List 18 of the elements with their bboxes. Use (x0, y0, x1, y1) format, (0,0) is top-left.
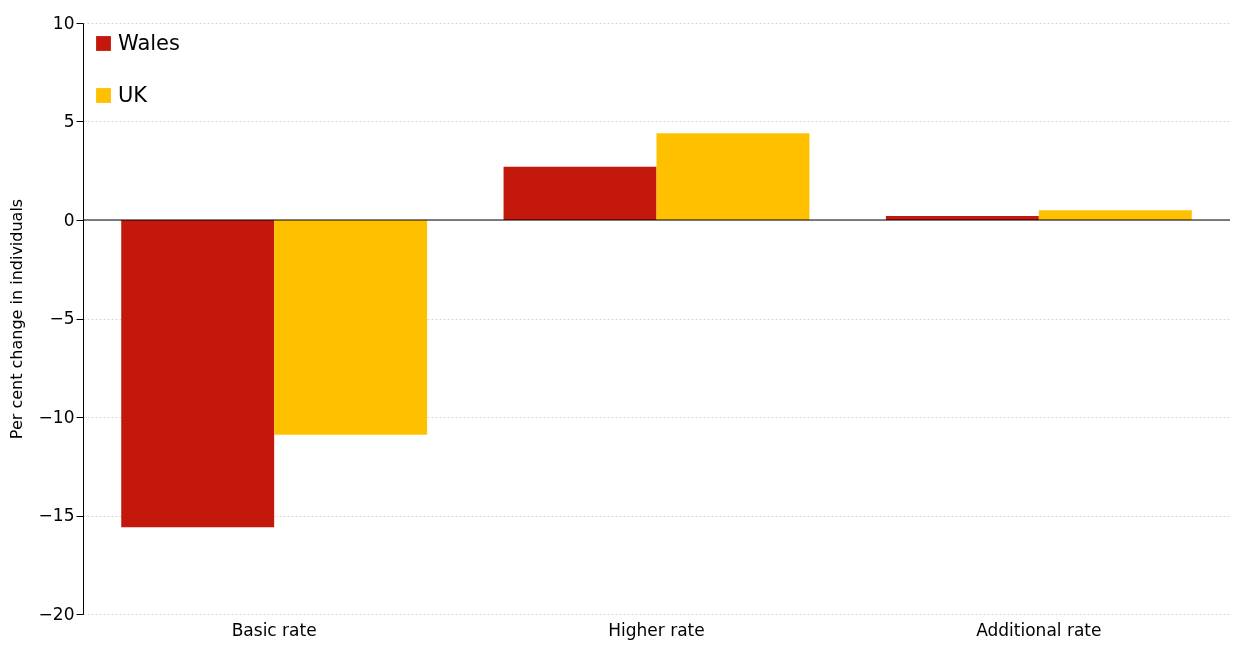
y-axis-title: Per cent change in individuals (6, 198, 26, 440)
x-tick-label: Additional rate (976, 619, 1102, 640)
x-tick-label: Higher rate (608, 619, 705, 640)
y-tick-label: 5 (63, 111, 75, 131)
y-tick-label: −15 (38, 505, 75, 525)
bar (1038, 210, 1192, 220)
y-tick-label: −10 (38, 406, 75, 427)
x-tick-label: Basic rate (231, 619, 317, 640)
y-tick-label: −5 (49, 308, 75, 328)
bar (503, 166, 657, 220)
legend-label: Wales (118, 30, 180, 55)
bar (274, 220, 428, 435)
bar (121, 220, 275, 528)
y-tick-label: −20 (38, 603, 75, 624)
y-tick-label: 0 (63, 209, 75, 230)
y-tick-label: 10 (52, 12, 75, 33)
legend-label: UK (118, 82, 149, 107)
bar (656, 133, 810, 220)
